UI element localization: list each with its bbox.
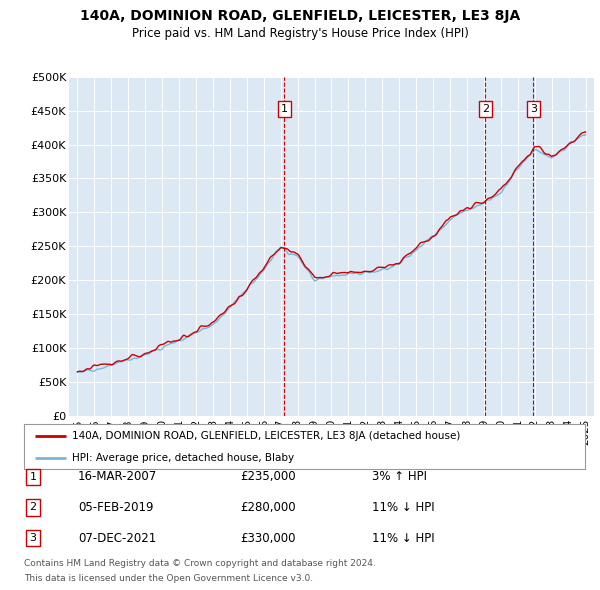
Text: 3: 3: [530, 104, 537, 114]
Text: 140A, DOMINION ROAD, GLENFIELD, LEICESTER, LE3 8JA: 140A, DOMINION ROAD, GLENFIELD, LEICESTE…: [80, 9, 520, 23]
Text: 3% ↑ HPI: 3% ↑ HPI: [372, 470, 427, 483]
Text: 2: 2: [482, 104, 489, 114]
Text: Price paid vs. HM Land Registry's House Price Index (HPI): Price paid vs. HM Land Registry's House …: [131, 27, 469, 40]
Text: 2: 2: [29, 503, 37, 512]
Text: 1: 1: [281, 104, 288, 114]
Text: Contains HM Land Registry data © Crown copyright and database right 2024.: Contains HM Land Registry data © Crown c…: [24, 559, 376, 568]
Text: 1: 1: [29, 472, 37, 481]
Text: 3: 3: [29, 533, 37, 543]
Text: 07-DEC-2021: 07-DEC-2021: [78, 532, 156, 545]
Text: £280,000: £280,000: [240, 501, 296, 514]
Text: £330,000: £330,000: [240, 532, 296, 545]
Text: 11% ↓ HPI: 11% ↓ HPI: [372, 501, 434, 514]
Text: 05-FEB-2019: 05-FEB-2019: [78, 501, 154, 514]
Text: 11% ↓ HPI: 11% ↓ HPI: [372, 532, 434, 545]
Text: £235,000: £235,000: [240, 470, 296, 483]
Text: This data is licensed under the Open Government Licence v3.0.: This data is licensed under the Open Gov…: [24, 574, 313, 583]
Text: 140A, DOMINION ROAD, GLENFIELD, LEICESTER, LE3 8JA (detached house): 140A, DOMINION ROAD, GLENFIELD, LEICESTE…: [71, 431, 460, 441]
Text: 16-MAR-2007: 16-MAR-2007: [78, 470, 157, 483]
Text: HPI: Average price, detached house, Blaby: HPI: Average price, detached house, Blab…: [71, 453, 294, 463]
